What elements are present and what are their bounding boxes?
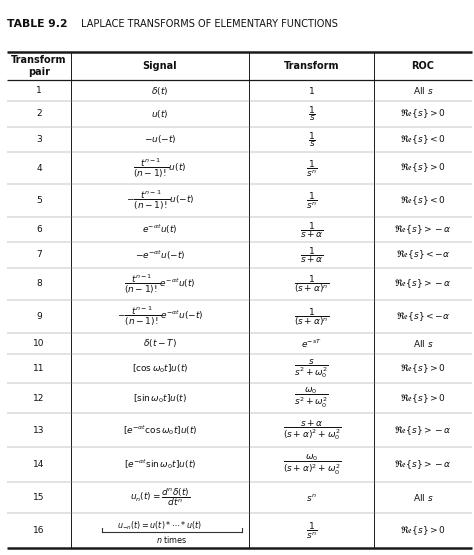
Text: 7: 7 <box>36 250 42 260</box>
Text: All $s$: All $s$ <box>413 492 433 503</box>
Text: $\mathfrak{Re}\{s\}>0$: $\mathfrak{Re}\{s\}>0$ <box>400 162 446 174</box>
Text: $\dfrac{1}{s}$: $\dfrac{1}{s}$ <box>308 104 316 123</box>
Text: $u(t)$: $u(t)$ <box>151 108 169 120</box>
Text: $\mathfrak{Re}\{s\}>0$: $\mathfrak{Re}\{s\}>0$ <box>400 362 446 375</box>
Text: $\dfrac{1}{s^n}$: $\dfrac{1}{s^n}$ <box>306 158 317 179</box>
Text: 12: 12 <box>34 394 45 403</box>
Text: $\mathfrak{Re}\{s\}>0$: $\mathfrak{Re}\{s\}>0$ <box>400 524 446 537</box>
Text: 14: 14 <box>34 460 45 469</box>
Text: 5: 5 <box>36 196 42 205</box>
Text: $\dfrac{1}{s^n}$: $\dfrac{1}{s^n}$ <box>306 190 317 211</box>
Text: $[e^{-\alpha t}\cos\omega_0 t]u(t)$: $[e^{-\alpha t}\cos\omega_0 t]u(t)$ <box>123 423 197 437</box>
Text: $\dfrac{\omega_0}{s^2+\omega_0^2}$: $\dfrac{\omega_0}{s^2+\omega_0^2}$ <box>294 386 329 411</box>
Text: All $s$: All $s$ <box>413 338 433 349</box>
Text: $u_n(t)=\dfrac{d^n\delta(t)}{dt^n}$: $u_n(t)=\dfrac{d^n\delta(t)}{dt^n}$ <box>130 486 190 508</box>
Text: $\mathfrak{Re}\{s\}>-\alpha$: $\mathfrak{Re}\{s\}>-\alpha$ <box>394 424 452 437</box>
Text: $\delta(t-T)$: $\delta(t-T)$ <box>143 337 177 349</box>
Text: $u_{-n}(t) = u(t)*\cdots*u(t)$: $u_{-n}(t) = u(t)*\cdots*u(t)$ <box>118 520 202 532</box>
Text: $\mathfrak{Re}\{s\}<-\alpha$: $\mathfrak{Re}\{s\}<-\alpha$ <box>396 249 450 261</box>
Text: $-\dfrac{t^{n-1}}{(n-1)!}e^{-\alpha t}u(-t)$: $-\dfrac{t^{n-1}}{(n-1)!}e^{-\alpha t}u(… <box>117 305 203 328</box>
Text: $\dfrac{t^{n-1}}{(n-1)!}e^{-\alpha t}u(t)$: $\dfrac{t^{n-1}}{(n-1)!}e^{-\alpha t}u(t… <box>124 273 196 296</box>
Text: $\mathfrak{Re}\{s\}>0$: $\mathfrak{Re}\{s\}>0$ <box>400 392 446 405</box>
Text: 3: 3 <box>36 135 42 144</box>
Text: Transform: Transform <box>284 61 339 71</box>
Text: $-\dfrac{t^{n-1}}{(n-1)!}u(-t)$: $-\dfrac{t^{n-1}}{(n-1)!}u(-t)$ <box>126 189 194 213</box>
Text: Transform
pair: Transform pair <box>11 56 67 77</box>
Text: 11: 11 <box>33 364 45 373</box>
Text: $\mathfrak{Re}\{s\}>0$: $\mathfrak{Re}\{s\}>0$ <box>400 108 446 120</box>
Text: $\dfrac{1}{s}$: $\dfrac{1}{s}$ <box>308 130 316 149</box>
Text: $\mathfrak{Re}\{s\}<0$: $\mathfrak{Re}\{s\}<0$ <box>400 194 446 207</box>
Text: $[e^{-\alpha t}\sin\omega_0 t]u(t)$: $[e^{-\alpha t}\sin\omega_0 t]u(t)$ <box>124 457 196 471</box>
Text: $n$ times: $n$ times <box>156 533 188 544</box>
Text: 1: 1 <box>36 87 42 95</box>
Text: $1$: $1$ <box>308 85 315 97</box>
Text: 6: 6 <box>36 225 42 234</box>
Text: $s^n$: $s^n$ <box>306 492 317 503</box>
Text: 15: 15 <box>33 493 45 502</box>
Text: $[\sin\omega_0 t]u(t)$: $[\sin\omega_0 t]u(t)$ <box>133 392 187 405</box>
Text: $\mathfrak{Re}\{s\}>-\alpha$: $\mathfrak{Re}\{s\}>-\alpha$ <box>394 458 452 471</box>
Text: $\mathfrak{Re}\{s\}>-\alpha$: $\mathfrak{Re}\{s\}>-\alpha$ <box>394 278 452 290</box>
Text: All $s$: All $s$ <box>413 85 433 97</box>
Text: 4: 4 <box>36 164 42 173</box>
Text: $\mathfrak{Re}\{s\}<-\alpha$: $\mathfrak{Re}\{s\}<-\alpha$ <box>396 310 450 323</box>
Text: 13: 13 <box>33 426 45 435</box>
Text: 8: 8 <box>36 280 42 289</box>
Text: ROC: ROC <box>411 61 435 71</box>
Text: $\dfrac{t^{n-1}}{(n-1)!}u(t)$: $\dfrac{t^{n-1}}{(n-1)!}u(t)$ <box>133 157 187 180</box>
Text: $\mathfrak{Re}\{s\}<0$: $\mathfrak{Re}\{s\}<0$ <box>400 133 446 145</box>
Text: 10: 10 <box>33 339 45 348</box>
Text: $\dfrac{s+\alpha}{(s+\alpha)^2+\omega_0^2}$: $\dfrac{s+\alpha}{(s+\alpha)^2+\omega_0^… <box>283 418 341 442</box>
Text: $\dfrac{1}{s+\alpha}$: $\dfrac{1}{s+\alpha}$ <box>300 245 323 265</box>
Text: Signal: Signal <box>143 61 177 71</box>
Text: $e^{-\alpha t}u(t)$: $e^{-\alpha t}u(t)$ <box>142 223 178 236</box>
Text: $\dfrac{s}{s^2+\omega_0^2}$: $\dfrac{s}{s^2+\omega_0^2}$ <box>294 357 329 380</box>
Text: LAPLACE TRANSFORMS OF ELEMENTARY FUNCTIONS: LAPLACE TRANSFORMS OF ELEMENTARY FUNCTIO… <box>81 19 337 29</box>
Text: $[\cos\omega_0 t]u(t)$: $[\cos\omega_0 t]u(t)$ <box>132 362 188 375</box>
Text: $\dfrac{1}{s^n}$: $\dfrac{1}{s^n}$ <box>306 520 317 541</box>
Text: TABLE 9.2: TABLE 9.2 <box>7 19 68 29</box>
Text: $\dfrac{\omega_0}{(s+\alpha)^2+\omega_0^2}$: $\dfrac{\omega_0}{(s+\alpha)^2+\omega_0^… <box>283 452 341 477</box>
Text: 9: 9 <box>36 312 42 321</box>
Text: $-e^{-\alpha t}u(-t)$: $-e^{-\alpha t}u(-t)$ <box>135 248 185 262</box>
Text: $e^{-sT}$: $e^{-sT}$ <box>301 337 322 350</box>
Text: $\mathfrak{Re}\{s\}>-\alpha$: $\mathfrak{Re}\{s\}>-\alpha$ <box>394 223 452 236</box>
Text: $\dfrac{1}{s+\alpha}$: $\dfrac{1}{s+\alpha}$ <box>300 220 323 240</box>
Text: $-u(-t)$: $-u(-t)$ <box>144 133 176 145</box>
Text: $\dfrac{1}{(s+\alpha)^n}$: $\dfrac{1}{(s+\alpha)^n}$ <box>294 273 329 295</box>
Text: 16: 16 <box>33 526 45 535</box>
Text: 2: 2 <box>36 109 42 118</box>
Text: $\delta(t)$: $\delta(t)$ <box>151 85 169 97</box>
Text: $\dfrac{1}{(s+\alpha)^n}$: $\dfrac{1}{(s+\alpha)^n}$ <box>294 306 329 327</box>
